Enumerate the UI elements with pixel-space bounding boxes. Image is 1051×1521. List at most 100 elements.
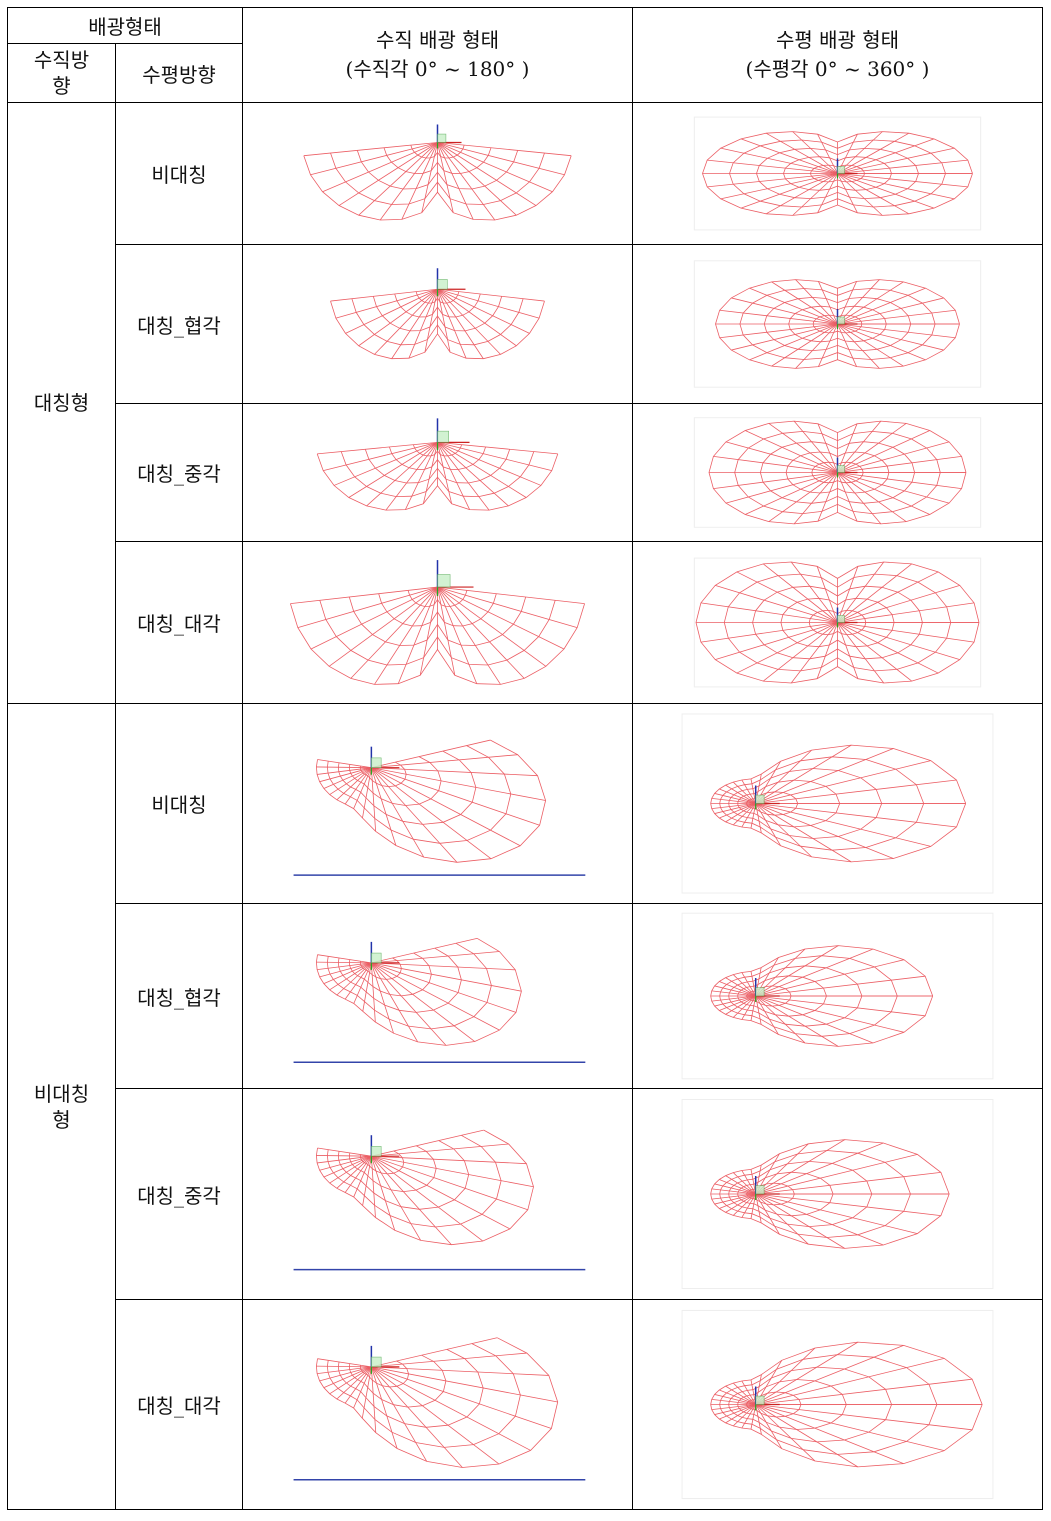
wire-spoke <box>768 423 838 473</box>
wire-spoke <box>370 1156 376 1218</box>
wire-spoke <box>350 586 438 679</box>
wire-spoke <box>755 1404 945 1452</box>
wire-spoke <box>422 442 438 504</box>
wire-spoke <box>371 962 522 992</box>
wire-spoke <box>719 1404 756 1420</box>
wire-spoke <box>371 767 458 863</box>
wire-spoke <box>837 423 858 473</box>
image-cell <box>242 244 633 404</box>
wire-spoke <box>437 442 490 511</box>
wire-spoke <box>837 323 880 369</box>
wire-spoke <box>816 566 838 623</box>
wire-spoke <box>725 803 756 823</box>
wire-spoke <box>837 441 950 473</box>
wire-spoke <box>837 602 975 623</box>
wire-spoke <box>725 977 756 997</box>
wire-spoke <box>755 975 926 997</box>
wire-spoke <box>336 1155 372 1189</box>
wire-ring <box>378 593 497 627</box>
vertical-distribution-image <box>293 937 586 1063</box>
wire-spoke <box>344 1366 372 1404</box>
axis-box <box>437 430 449 443</box>
image-cell <box>242 541 633 704</box>
wire-spoke <box>837 423 907 473</box>
wire-ring <box>326 1343 521 1448</box>
wire-spoke <box>750 1193 757 1219</box>
wire-spoke <box>371 1366 558 1403</box>
wire-spoke <box>732 974 756 997</box>
wire-spoke <box>732 781 756 804</box>
wire-spoke <box>437 288 517 347</box>
wire-spoke <box>437 142 537 206</box>
wire-spoke <box>310 586 438 650</box>
wire-spoke <box>755 1193 809 1245</box>
wire-spoke <box>437 142 572 157</box>
wire-spoke <box>755 779 957 804</box>
wire-spoke <box>817 173 838 213</box>
group-label: 대칭형 <box>33 391 90 415</box>
wire-spoke <box>711 1404 756 1411</box>
axis-box <box>371 757 382 768</box>
wire-spoke <box>408 289 438 359</box>
wire-ring <box>708 420 967 525</box>
wire-spoke <box>319 1366 372 1382</box>
wire-spoke <box>768 472 838 522</box>
wire-spoke <box>817 134 838 174</box>
wire-spoke <box>419 587 438 676</box>
wire-spoke <box>755 1142 884 1195</box>
wire-spoke <box>755 748 894 804</box>
wire-spoke <box>837 281 904 325</box>
wire-spoke <box>437 142 565 176</box>
wire-ring <box>746 791 799 816</box>
wire-spoke <box>371 1366 552 1429</box>
horizontal-distribution-image <box>681 1099 994 1289</box>
wire-spoke <box>437 442 509 507</box>
wire-spoke <box>371 951 500 964</box>
wire-spoke <box>719 1193 756 1209</box>
wire-spoke <box>713 455 838 473</box>
wire-spoke <box>424 289 438 353</box>
wire-spoke <box>371 1155 422 1241</box>
document: 배광형태 수직 배광 형태 (수직각 0° ~ 180° ) 수평 배광 형태 (수… <box>7 7 1043 1510</box>
table-row: 대칭_중각 <box>8 1088 1043 1300</box>
wire-spoke <box>371 739 491 769</box>
wire-spoke <box>755 995 779 1035</box>
wire-ring <box>728 1160 873 1228</box>
header-text: 수직 배광 형태 <box>375 28 500 52</box>
wire-spoke <box>755 1341 859 1405</box>
wire-spoke <box>371 962 447 1046</box>
wire-ring <box>728 1366 892 1443</box>
wire-spoke <box>837 323 956 339</box>
vertical-distribution-image <box>293 1337 586 1481</box>
wire-spoke <box>755 803 894 859</box>
axis-box <box>755 987 765 997</box>
wire-spoke <box>437 586 578 629</box>
wire-spoke <box>755 995 874 1044</box>
wire-spoke <box>750 1169 757 1195</box>
row-label: 대칭_협각 <box>115 244 243 404</box>
row-label: 대칭_대각 <box>115 541 243 704</box>
grid-frame <box>681 713 994 894</box>
horizontal-distribution-image <box>693 557 982 688</box>
wire-spoke <box>437 442 527 498</box>
wire-spoke <box>719 309 838 325</box>
wire-ring <box>788 305 887 343</box>
wire-ring <box>715 279 960 369</box>
wire-spoke <box>755 744 852 804</box>
wire-ring <box>364 449 511 484</box>
wire-spoke <box>750 971 757 997</box>
axis-box <box>837 166 845 174</box>
wire-spoke <box>437 289 451 353</box>
wire-ring <box>737 975 827 1017</box>
wire-ring <box>348 1354 447 1408</box>
wire-spoke <box>725 441 838 473</box>
wire-ring <box>359 761 407 788</box>
wire-spoke <box>755 945 839 997</box>
wire-spoke <box>763 563 838 623</box>
wire-ring <box>737 1379 847 1430</box>
wire-spoke <box>771 323 838 367</box>
wire-spoke <box>715 622 838 660</box>
wire-spoke <box>732 1193 756 1216</box>
wire-spoke <box>362 962 372 1012</box>
wire-spoke <box>732 1172 756 1195</box>
